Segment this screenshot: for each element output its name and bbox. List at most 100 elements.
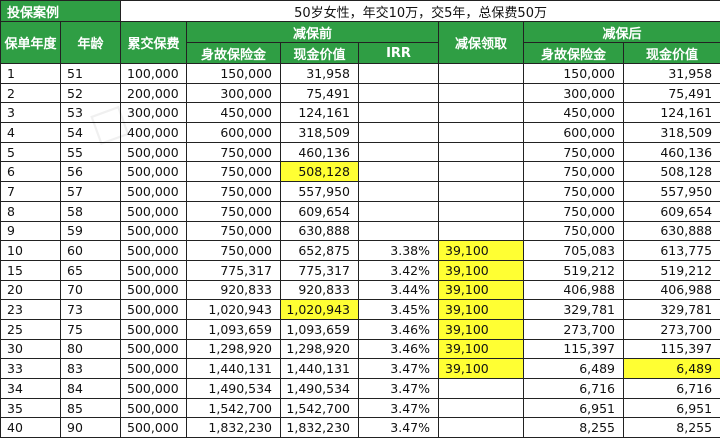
cell-cash-value-after: 609,654 <box>624 201 720 221</box>
cell-withdraw <box>439 379 524 399</box>
cell-year: 15 <box>1 260 61 280</box>
cell-age: 56 <box>61 162 121 182</box>
cell-irr <box>359 64 439 84</box>
cell-irr: 3.47% <box>359 418 439 438</box>
cell-cash-value-after: 630,888 <box>624 221 720 241</box>
cell-irr: 3.42% <box>359 260 439 280</box>
cell-cash-value: 920,833 <box>281 280 359 300</box>
cell-cash-value-after: 613,775 <box>624 241 720 261</box>
cell-cash-value: 557,950 <box>281 182 359 202</box>
cell-cash-value: 1,542,700 <box>281 398 359 418</box>
cell-withdraw: 39,100 <box>439 319 524 339</box>
cell-irr: 3.46% <box>359 339 439 359</box>
cell-cash-value-after: 6,951 <box>624 398 720 418</box>
cell-death-benefit: 1,542,700 <box>187 398 281 418</box>
cell-irr <box>359 182 439 202</box>
cell-cash-value-after: 75,491 <box>624 83 720 103</box>
cell-age: 65 <box>61 260 121 280</box>
case-title: 50岁女性，年交10万，交5年，总保费50万 <box>121 1 720 22</box>
cell-cash-value-after: 329,781 <box>624 300 720 320</box>
cell-death-benefit-after: 8,255 <box>524 418 624 438</box>
cell-year: 4 <box>1 123 61 143</box>
cell-cash-value: 775,317 <box>281 260 359 280</box>
cell-paid: 500,000 <box>121 300 187 320</box>
cell-irr <box>359 123 439 143</box>
cell-cash-value: 31,958 <box>281 64 359 84</box>
cell-withdraw: 39,100 <box>439 339 524 359</box>
cell-age: 70 <box>61 280 121 300</box>
cell-cash-value: 124,161 <box>281 103 359 123</box>
cell-age: 73 <box>61 300 121 320</box>
cell-age: 75 <box>61 319 121 339</box>
cell-death-benefit-after: 6,951 <box>524 398 624 418</box>
cell-paid: 500,000 <box>121 398 187 418</box>
cell-paid: 500,000 <box>121 142 187 162</box>
cell-year: 33 <box>1 359 61 379</box>
header-cash-value: 现金价值 <box>281 43 359 64</box>
cell-age: 52 <box>61 83 121 103</box>
header-paid: 累交保费 <box>121 22 187 64</box>
cell-year: 40 <box>1 418 61 438</box>
cell-irr: 3.45% <box>359 300 439 320</box>
cell-age: 83 <box>61 359 121 379</box>
cell-paid: 500,000 <box>121 418 187 438</box>
cell-cash-value-after: 124,161 <box>624 103 720 123</box>
cell-cash-value: 1,440,131 <box>281 359 359 379</box>
cell-age: 53 <box>61 103 121 123</box>
cell-cash-value: 630,888 <box>281 221 359 241</box>
cell-death-benefit-after: 750,000 <box>524 221 624 241</box>
cell-death-benefit-after: 6,716 <box>524 379 624 399</box>
cell-paid: 500,000 <box>121 319 187 339</box>
cell-death-benefit: 920,833 <box>187 280 281 300</box>
cell-paid: 500,000 <box>121 280 187 300</box>
cell-death-benefit-after: 750,000 <box>524 182 624 202</box>
cell-age: 84 <box>61 379 121 399</box>
header-death-benefit: 身故保险金 <box>187 43 281 64</box>
cell-age: 90 <box>61 418 121 438</box>
cell-paid: 500,000 <box>121 260 187 280</box>
cell-withdraw: 39,100 <box>439 300 524 320</box>
cell-cash-value: 1,020,943 <box>281 300 359 320</box>
cell-year: 3 <box>1 103 61 123</box>
cell-age: 80 <box>61 339 121 359</box>
cell-age: 59 <box>61 221 121 241</box>
header-death-benefit-after: 身故保险金 <box>524 43 624 64</box>
cell-paid: 500,000 <box>121 182 187 202</box>
cell-death-benefit-after: 750,000 <box>524 162 624 182</box>
cell-cash-value-after: 273,700 <box>624 319 720 339</box>
cell-cash-value-after: 8,255 <box>624 418 720 438</box>
cell-paid: 500,000 <box>121 339 187 359</box>
cell-year: 5 <box>1 142 61 162</box>
cell-death-benefit: 300,000 <box>187 83 281 103</box>
cell-irr: 3.47% <box>359 398 439 418</box>
cell-cash-value: 652,875 <box>281 241 359 261</box>
cell-withdraw <box>439 64 524 84</box>
cell-withdraw: 39,100 <box>439 359 524 379</box>
cell-death-benefit-after: 600,000 <box>524 123 624 143</box>
header-year: 保单年度 <box>1 22 61 64</box>
cell-withdraw <box>439 162 524 182</box>
cell-year: 20 <box>1 280 61 300</box>
cell-death-benefit-after: 150,000 <box>524 64 624 84</box>
cell-year: 30 <box>1 339 61 359</box>
cell-withdraw <box>439 201 524 221</box>
header-before-group: 减保前 <box>187 22 439 43</box>
cell-cash-value: 508,128 <box>281 162 359 182</box>
cell-year: 10 <box>1 241 61 261</box>
cell-age: 57 <box>61 182 121 202</box>
cell-cash-value-after: 460,136 <box>624 142 720 162</box>
cell-death-benefit: 750,000 <box>187 221 281 241</box>
cell-cash-value: 460,136 <box>281 142 359 162</box>
cell-death-benefit: 1,093,659 <box>187 319 281 339</box>
cell-death-benefit-after: 300,000 <box>524 83 624 103</box>
cell-death-benefit: 1,832,230 <box>187 418 281 438</box>
cell-death-benefit: 1,298,920 <box>187 339 281 359</box>
